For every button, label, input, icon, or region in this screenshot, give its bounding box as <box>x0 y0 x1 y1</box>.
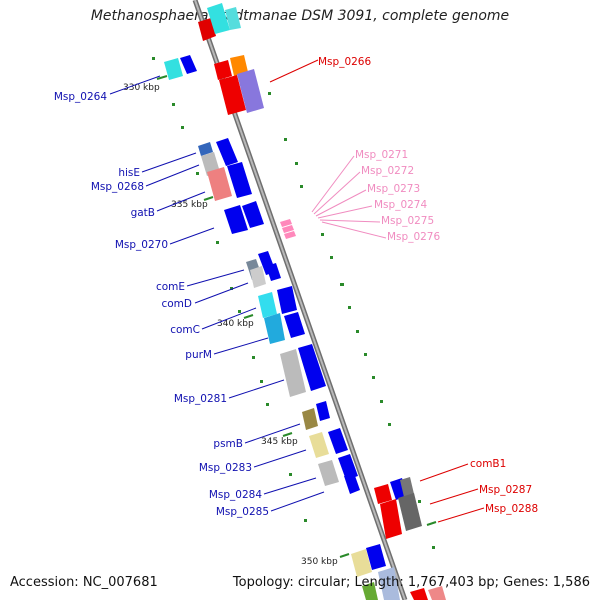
gene-label-Msp_0284[interactable]: Msp_0284 <box>209 489 262 501</box>
gene-feature[interactable] <box>250 266 266 288</box>
gene-feature[interactable] <box>225 7 241 30</box>
kbp-label: 330 kbp <box>123 83 160 93</box>
gene-feature[interactable] <box>328 428 348 454</box>
gene-feature[interactable] <box>237 69 264 113</box>
gene-feature[interactable] <box>309 432 329 458</box>
kbp-label: 335 kbp <box>171 200 208 210</box>
gene-feature[interactable] <box>198 142 213 156</box>
gene-feature[interactable] <box>428 586 446 600</box>
gene-feature[interactable] <box>284 231 296 239</box>
gene-feature[interactable] <box>398 493 422 531</box>
gene-feature[interactable] <box>277 286 297 314</box>
gene-label-purM[interactable]: purM <box>185 349 212 361</box>
kbp-tick-dashes <box>156 75 437 558</box>
gene-label-Msp_0276[interactable]: Msp_0276 <box>387 231 440 243</box>
gene-feature[interactable] <box>374 484 392 504</box>
gene-label-Msp_0271[interactable]: Msp_0271 <box>355 149 408 161</box>
gene-label-hisE[interactable]: hisE <box>118 167 140 179</box>
kbp-label: 345 kbp <box>261 437 298 447</box>
gene-feature[interactable] <box>351 549 372 577</box>
gene-feature[interactable] <box>280 219 292 227</box>
gene-feature[interactable] <box>400 477 414 497</box>
outer-tick-marks <box>268 92 435 549</box>
right-leader-lines <box>269 59 485 523</box>
gene-label-Msp_0285[interactable]: Msp_0285 <box>216 506 269 518</box>
gene-label-comC[interactable]: comC <box>170 324 200 336</box>
gene-feature[interactable] <box>362 582 378 600</box>
gene-feature[interactable] <box>318 460 339 486</box>
gene-label-comD[interactable]: comD <box>161 298 192 310</box>
gene-label-psmB[interactable]: psmB <box>213 438 243 450</box>
kbp-label: 340 kbp <box>217 319 254 329</box>
gene-label-Msp_0287[interactable]: Msp_0287 <box>479 484 532 496</box>
gene-feature[interactable] <box>227 162 252 198</box>
gene-feature[interactable] <box>242 201 264 228</box>
genome-summary-text: Topology: circular; Length: 1,767,403 bp… <box>232 575 590 590</box>
gene-label-Msp_0275[interactable]: Msp_0275 <box>381 215 434 227</box>
pink-leader-lines <box>311 155 387 239</box>
gene-feature[interactable] <box>302 408 318 430</box>
gene-label-Msp_0281[interactable]: Msp_0281 <box>174 393 227 405</box>
gene-label-Msp_0266[interactable]: Msp_0266 <box>318 56 371 68</box>
inner-tick-marks <box>152 57 307 522</box>
gene-label-Msp_0283[interactable]: Msp_0283 <box>199 462 252 474</box>
left-leader-lines <box>109 75 325 512</box>
gene-feature[interactable] <box>214 60 232 80</box>
gene-label-Msp_0268[interactable]: Msp_0268 <box>91 181 144 193</box>
gene-feature[interactable] <box>224 205 248 234</box>
gene-feature[interactable] <box>282 225 294 233</box>
gene-label-Msp_0273[interactable]: Msp_0273 <box>367 183 420 195</box>
kbp-label: 350 kbp <box>301 557 338 567</box>
gene-feature[interactable] <box>207 3 230 34</box>
map-title: Methanosphaera stadtmanae DSM 3091, comp… <box>90 8 510 24</box>
gene-features <box>164 3 446 600</box>
gene-label-Msp_0264[interactable]: Msp_0264 <box>54 91 107 103</box>
gene-feature[interactable] <box>198 18 216 41</box>
gene-feature[interactable] <box>258 292 277 318</box>
gene-label-Msp_0272[interactable]: Msp_0272 <box>361 165 414 177</box>
gene-feature[interactable] <box>264 313 285 344</box>
gene-label-comB1[interactable]: comB1 <box>470 458 506 470</box>
gene-feature[interactable] <box>280 349 306 397</box>
gene-feature[interactable] <box>366 544 386 570</box>
accession-text: Accession: NC_007681 <box>10 575 158 590</box>
gene-feature[interactable] <box>284 312 305 338</box>
gene-feature[interactable] <box>410 588 428 600</box>
gene-label-Msp_0274[interactable]: Msp_0274 <box>374 199 427 211</box>
gene-label-Msp_0270[interactable]: Msp_0270 <box>115 239 168 251</box>
gene-label-comE[interactable]: comE <box>156 281 185 293</box>
gene-label-gatB[interactable]: gatB <box>131 207 155 219</box>
gene-feature[interactable] <box>219 75 246 115</box>
gene-feature[interactable] <box>216 138 238 166</box>
gene-feature[interactable] <box>230 55 248 76</box>
gene-feature[interactable] <box>207 167 232 201</box>
gene-feature[interactable] <box>344 473 360 494</box>
gene-feature[interactable] <box>298 344 326 391</box>
gene-feature[interactable] <box>378 567 400 600</box>
gene-feature[interactable] <box>266 263 281 281</box>
gene-feature[interactable] <box>316 401 330 421</box>
gene-feature[interactable] <box>164 58 183 80</box>
gene-feature[interactable] <box>380 499 402 539</box>
gene-label-Msp_0288[interactable]: Msp_0288 <box>485 503 538 515</box>
gene-feature[interactable] <box>180 55 197 74</box>
